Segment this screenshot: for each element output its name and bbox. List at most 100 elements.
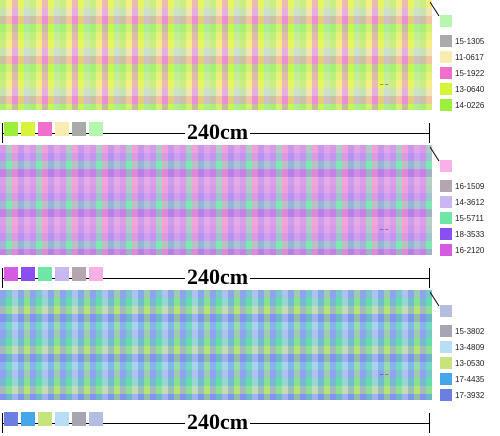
warp-stripe	[168, 145, 174, 255]
dimension-label: 240cm	[185, 409, 251, 434]
warp-stripe	[288, 145, 294, 255]
warp-stripe	[102, 290, 108, 400]
warp-stripe	[330, 145, 336, 255]
warp-stripe	[168, 0, 174, 110]
warp-stripe	[258, 0, 264, 110]
label-tag-icon: ‒ ‒	[380, 227, 389, 233]
warp-stripe	[156, 145, 162, 255]
legend-item: 14-0226	[440, 97, 500, 113]
warp-stripe	[378, 0, 384, 110]
warp-stripe	[270, 145, 276, 255]
warp-stripe	[234, 145, 240, 255]
legend-code: 17-3932	[455, 390, 485, 400]
dimension-tick-left	[2, 268, 3, 288]
warp-stripe	[60, 145, 66, 255]
warp-stripe	[84, 0, 90, 110]
legend-code: 15-1922	[455, 68, 485, 78]
legend-item: 15-3802	[440, 323, 500, 339]
warp-stripe	[132, 0, 138, 110]
swatch-row	[4, 122, 103, 136]
warp-stripe	[204, 290, 210, 400]
warp-stripe	[144, 145, 150, 255]
legend-top-swatch	[440, 305, 452, 317]
fabric-pattern	[0, 290, 432, 400]
legend-item: 16-1509	[440, 178, 500, 194]
warp-stripe	[138, 0, 144, 110]
color-swatch	[89, 122, 103, 136]
warp-stripe	[6, 145, 12, 255]
legend-swatch	[440, 67, 452, 79]
legend-item: 16-2120	[440, 242, 500, 258]
warp-stripe	[396, 290, 402, 400]
warp-stripe	[228, 0, 234, 110]
warp-stripe	[36, 290, 42, 400]
warp-stripe	[90, 290, 96, 400]
warp-stripe	[306, 290, 312, 400]
warp-stripe	[120, 0, 126, 110]
warp-stripe	[120, 290, 126, 400]
warp-stripe	[120, 145, 126, 255]
color-swatch	[55, 412, 69, 426]
legend-code: 15-5711	[455, 213, 484, 223]
fabric-pattern-svg	[0, 0, 432, 110]
warp-stripe	[114, 290, 120, 400]
warp-stripe	[210, 0, 216, 110]
fabric-pattern	[0, 145, 432, 255]
warp-stripe	[162, 290, 168, 400]
warp-stripe	[258, 290, 264, 400]
legend-swatch	[440, 341, 452, 353]
warp-stripe	[186, 290, 192, 400]
warp-stripe	[144, 290, 150, 400]
warp-stripe	[84, 290, 90, 400]
fabric-pattern	[0, 0, 432, 110]
warp-stripe	[162, 145, 168, 255]
warp-stripe	[60, 0, 66, 110]
color-swatch	[38, 267, 52, 281]
warp-stripe	[312, 290, 318, 400]
warp-stripe	[222, 145, 228, 255]
legend-swatch	[440, 99, 452, 111]
warp-stripe	[396, 0, 402, 110]
warp-stripe	[216, 290, 222, 400]
color-swatch	[4, 412, 18, 426]
warp-stripe	[54, 290, 60, 400]
warp-stripe	[162, 0, 168, 110]
warp-stripe	[390, 290, 396, 400]
legend-swatch	[440, 373, 452, 385]
warp-stripe	[372, 0, 378, 110]
warp-stripe	[0, 0, 6, 110]
dimension-label: 240cm	[185, 264, 251, 289]
warp-stripe	[24, 0, 30, 110]
warp-stripe	[42, 0, 48, 110]
warp-stripe	[198, 290, 204, 400]
warp-stripe	[78, 290, 84, 400]
warp-stripe	[246, 145, 252, 255]
warp-stripe	[168, 290, 174, 400]
warp-stripe	[360, 0, 366, 110]
warp-stripe	[324, 290, 330, 400]
warp-stripe	[270, 0, 276, 110]
dimension-tick-left	[2, 123, 3, 143]
warp-stripe	[204, 145, 210, 255]
legend-item: 17-4435	[440, 371, 500, 387]
dimension-tick-right	[429, 413, 430, 433]
warp-stripe	[222, 290, 228, 400]
panel-3: ‒ ‒ 15-3802 13-4809 13-0530 17-4435 17-3932 24…	[0, 290, 500, 435]
warp-stripe	[48, 0, 54, 110]
warp-stripe	[228, 145, 234, 255]
warp-stripe	[180, 290, 186, 400]
legend-item: 15-5711	[440, 210, 500, 226]
legend-code: 15-3802	[455, 326, 485, 336]
warp-stripe	[150, 0, 156, 110]
warp-stripe	[414, 0, 420, 110]
warp-stripe	[414, 290, 420, 400]
warp-stripe	[294, 290, 300, 400]
warp-stripe	[300, 0, 306, 110]
warp-stripe	[270, 290, 276, 400]
warp-stripe	[84, 145, 90, 255]
warp-stripe	[132, 290, 138, 400]
warp-stripe	[216, 145, 222, 255]
warp-stripe	[18, 145, 24, 255]
warp-stripe	[318, 290, 324, 400]
warp-stripe	[426, 0, 432, 110]
